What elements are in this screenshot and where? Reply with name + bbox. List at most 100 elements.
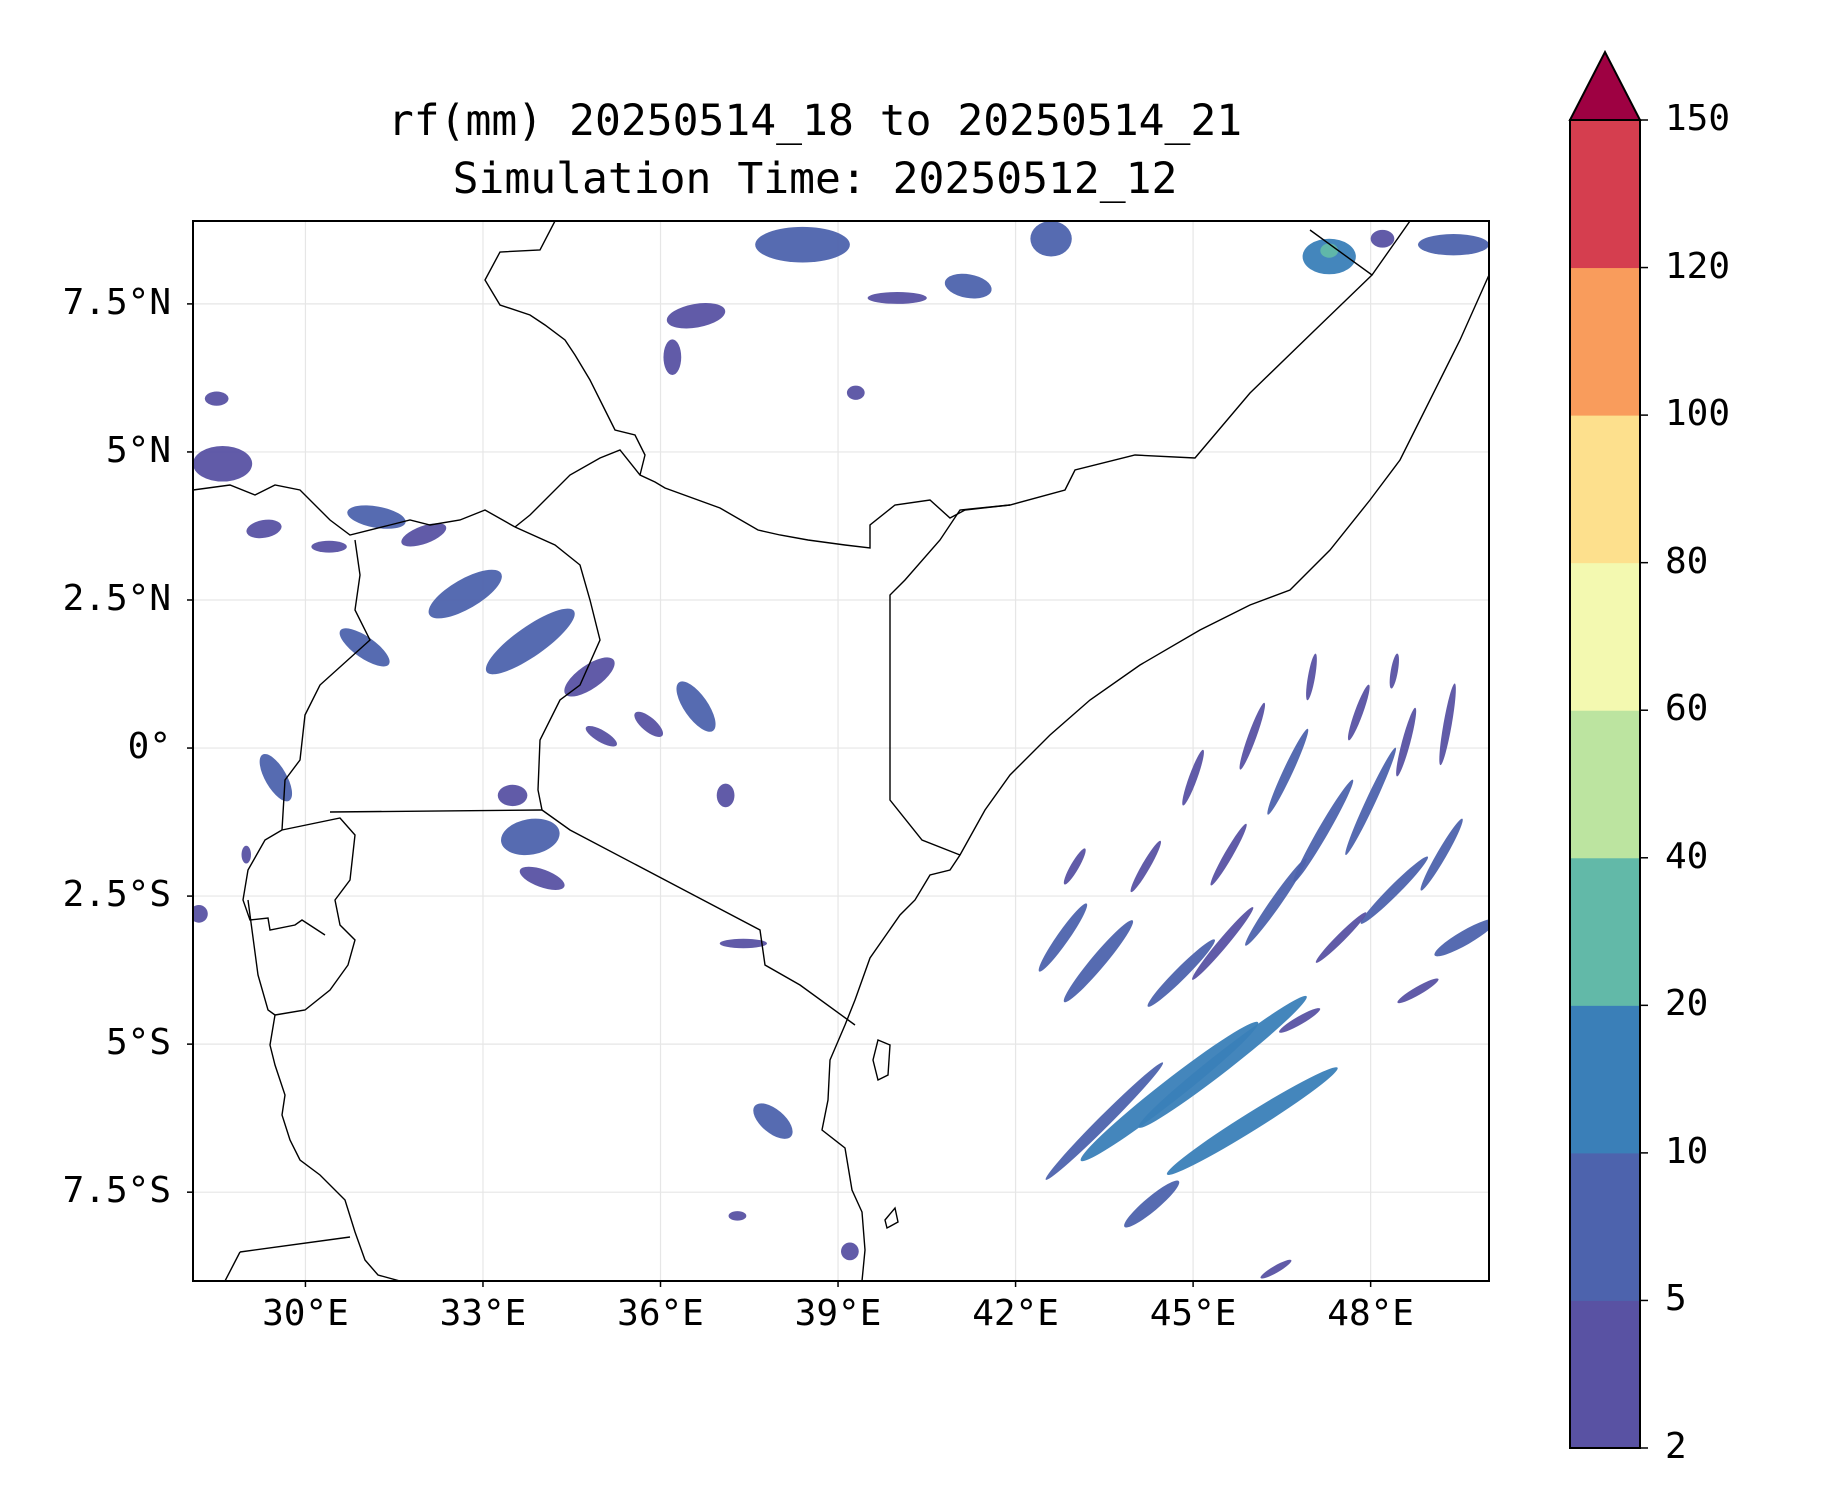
colorbar-swatch	[1570, 1152, 1640, 1301]
rain-band	[1080, 1021, 1259, 1162]
rain-area	[1370, 229, 1395, 248]
rain-band	[1279, 1008, 1321, 1033]
rain-area	[867, 292, 927, 304]
y-tick-label: 2.5°S	[62, 874, 171, 916]
rain-band	[1396, 707, 1417, 777]
map-title: rf(mm) 20250514_18 to 20250514_21	[387, 96, 1243, 146]
rain-band	[1306, 653, 1317, 701]
coastline	[821, 274, 1489, 1281]
border-kenya-tanzania	[541, 809, 856, 1026]
border-kenya-north	[514, 449, 1011, 549]
rain-area	[1417, 234, 1489, 256]
colorbar-extend-arrow	[1568, 49, 1642, 121]
rain-area	[1030, 221, 1072, 257]
rain-band	[1397, 978, 1439, 1004]
colorbar	[1568, 49, 1648, 1449]
rainfall-contours	[193, 221, 1489, 1279]
rain-band	[1420, 818, 1463, 891]
border-sw-lower	[224, 1251, 241, 1281]
rain-area	[755, 226, 850, 263]
rain-band	[1347, 684, 1370, 741]
rain-area	[676, 681, 716, 732]
rain-band	[1124, 1180, 1180, 1228]
rain-band	[1147, 939, 1216, 1007]
colorbar-tick-label: 60	[1665, 688, 1709, 730]
rain-area	[193, 446, 253, 482]
colorbar-tick-label: 80	[1665, 540, 1709, 582]
border-ethiopia-sudan	[484, 221, 646, 476]
x-axis-ticks	[304, 1281, 1372, 1287]
x-tick-label: 39°E	[794, 1293, 882, 1334]
rain-area	[841, 1242, 859, 1261]
rain-band	[1038, 903, 1088, 972]
x-tick-label: 48°E	[1327, 1293, 1414, 1334]
rain-band	[1210, 823, 1247, 886]
x-tick-label: 33°E	[439, 1293, 527, 1334]
colorbar-tick-label: 5	[1665, 1278, 1687, 1320]
rain-band	[1245, 858, 1307, 946]
x-tick-label: 36°E	[617, 1293, 704, 1334]
y-tick-label: 7.5°N	[62, 281, 171, 323]
border-south-sudan-uganda	[193, 484, 516, 536]
border-uganda-drc	[281, 539, 371, 831]
colorbar-frame	[1569, 119, 1641, 1449]
colorbar-swatch	[1570, 857, 1640, 1006]
rain-area	[497, 784, 528, 807]
colorbar-tick-label: 150	[1665, 98, 1731, 139]
colorbar-swatch	[1570, 415, 1640, 564]
colorbar-swatch	[1570, 1005, 1640, 1154]
y-tick-label: 0°	[127, 726, 171, 768]
rain-area	[564, 657, 615, 697]
rain-band	[1239, 702, 1266, 770]
rain-area	[666, 303, 726, 329]
rain-band	[1439, 683, 1456, 766]
zanzibar-island	[872, 1039, 891, 1082]
rain-area	[634, 711, 664, 737]
rain-area	[728, 1211, 747, 1221]
rain-band	[1063, 848, 1086, 885]
country-borders	[193, 221, 1489, 1281]
colorbar-tick-label: 120	[1665, 245, 1731, 287]
rain-area	[1320, 243, 1339, 258]
x-tick-label: 42°E	[972, 1293, 1059, 1334]
colorbar-swatch	[1570, 267, 1640, 416]
pemba-island	[884, 1206, 899, 1230]
border-west	[242, 829, 326, 936]
rain-band	[1260, 1259, 1292, 1279]
rain-area	[719, 938, 768, 949]
rain-area	[311, 540, 347, 553]
rain-area	[246, 519, 282, 539]
rain-band	[1315, 912, 1367, 963]
colorbar-swatch	[1570, 710, 1640, 859]
colorbar-tick-label: 20	[1665, 983, 1709, 1025]
colorbar-tick-label: 100	[1665, 393, 1731, 435]
y-tick-label: 5°N	[105, 429, 171, 471]
border-uganda-tanzania	[329, 809, 543, 813]
rain-area	[428, 569, 502, 619]
y-tick-label: 5°S	[105, 1022, 171, 1064]
rain-area	[347, 505, 406, 529]
map-frame	[192, 220, 1490, 1282]
border-uganda-kenya	[514, 526, 601, 811]
gridlines	[193, 221, 1489, 1281]
rain-band	[1389, 653, 1399, 689]
colorbar-swatch	[1570, 562, 1640, 711]
rain-band	[1130, 840, 1161, 893]
rain-band	[1293, 779, 1354, 883]
rain-band	[1166, 1067, 1338, 1175]
rain-area	[193, 904, 208, 923]
rain-area	[485, 608, 575, 675]
rain-area	[716, 783, 735, 808]
colorbar-tick-label: 10	[1665, 1130, 1709, 1172]
rain-area	[241, 845, 251, 864]
border-somalia-ethiopia	[889, 221, 1411, 856]
border-rwanda-burundi	[274, 817, 356, 1016]
rain-area	[204, 391, 229, 406]
colorbar-swatch	[1570, 120, 1640, 269]
rain-band	[1192, 907, 1254, 980]
colorbar-tick-label: 40	[1665, 835, 1709, 877]
rain-area	[753, 1103, 793, 1139]
rain-area	[519, 866, 565, 890]
